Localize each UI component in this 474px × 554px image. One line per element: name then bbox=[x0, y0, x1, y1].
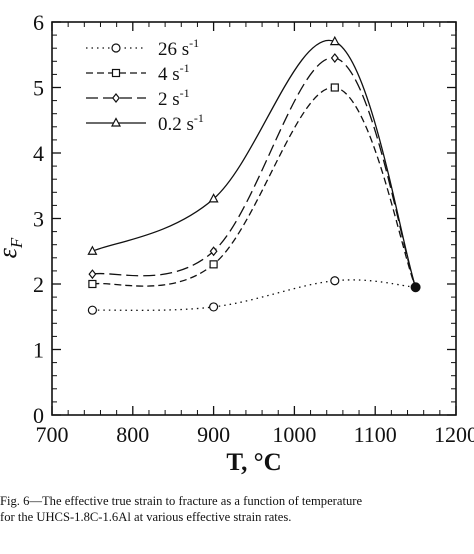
data-point bbox=[208, 193, 219, 203]
data-point bbox=[330, 83, 339, 92]
series-triangle bbox=[87, 35, 417, 288]
y-tick-label: 1 bbox=[33, 338, 44, 363]
data-point bbox=[209, 246, 218, 257]
legend-item: 26 s-1 bbox=[86, 36, 199, 60]
common-data-point bbox=[410, 282, 421, 293]
legend-label-text: 2 s bbox=[158, 89, 180, 110]
legend-label-exponent: -1 bbox=[194, 111, 204, 125]
series-square bbox=[88, 83, 417, 289]
legend-item: 4 s-1 bbox=[86, 61, 190, 85]
legend-marker bbox=[111, 43, 121, 53]
legend-label-exponent: -1 bbox=[189, 36, 199, 50]
data-point bbox=[329, 35, 340, 46]
series-circle bbox=[87, 276, 416, 315]
legend-label: 4 s-1 bbox=[158, 61, 190, 85]
series-line bbox=[92, 39, 417, 288]
legend-label: 2 s-1 bbox=[158, 86, 190, 110]
legend-marker bbox=[111, 68, 121, 78]
data-point bbox=[330, 276, 340, 286]
caption-line-1: Fig. 6—The effective true strain to frac… bbox=[0, 494, 363, 508]
legend-label: 0.2 s-1 bbox=[158, 111, 204, 135]
series-diamond bbox=[88, 53, 417, 288]
y-axis-label: εF bbox=[0, 237, 26, 258]
x-tick-label: 1000 bbox=[272, 422, 316, 447]
legend-item: 2 s-1 bbox=[86, 86, 190, 110]
legend-label-text: 26 s bbox=[158, 39, 189, 60]
data-point bbox=[330, 53, 339, 63]
data-point bbox=[209, 302, 219, 312]
x-tick-label: 700 bbox=[36, 422, 69, 447]
legend-marker bbox=[112, 93, 120, 103]
x-tick-label: 800 bbox=[116, 422, 149, 447]
series-line bbox=[92, 57, 417, 288]
x-tick-label: 900 bbox=[197, 422, 230, 447]
y-tick-label: 6 bbox=[33, 10, 44, 35]
data-point bbox=[88, 269, 97, 280]
legend: 26 s-14 s-12 s-10.2 s-1 bbox=[86, 36, 204, 135]
data-point bbox=[209, 260, 218, 269]
data-point bbox=[87, 305, 98, 315]
y-tick-label: 3 bbox=[33, 207, 44, 232]
y-tick-label: 5 bbox=[33, 76, 44, 101]
series-line bbox=[92, 86, 417, 288]
data-point bbox=[88, 279, 97, 289]
legend-marker bbox=[111, 117, 121, 127]
legend-label-text: 0.2 s bbox=[158, 114, 194, 135]
legend-label-exponent: -1 bbox=[180, 86, 190, 100]
legend-label: 26 s-1 bbox=[158, 36, 199, 60]
x-axis-label: T, °C bbox=[226, 449, 281, 476]
axes: 700 800 900 1000 1100 1200 0 1 2 3 4 5 6 bbox=[33, 10, 474, 447]
y-tick-label: 0 bbox=[33, 403, 44, 428]
figure-caption: Fig. 6—The effective true strain to frac… bbox=[0, 493, 474, 525]
legend-item: 0.2 s-1 bbox=[86, 111, 204, 135]
plot-frame bbox=[51, 21, 457, 416]
data-point bbox=[87, 245, 98, 255]
legend-label-exponent: -1 bbox=[180, 61, 190, 75]
caption-line-2: for the UHCS-1.8C-1.6Al at various effec… bbox=[0, 510, 292, 524]
y-tick-label: 4 bbox=[33, 141, 44, 166]
legend-label-text: 4 s bbox=[158, 64, 180, 85]
series-line bbox=[92, 279, 416, 311]
y-tick-label: 2 bbox=[33, 272, 44, 297]
x-tick-label: 1100 bbox=[354, 422, 397, 447]
x-tick-label: 1200 bbox=[434, 422, 474, 447]
series-layer bbox=[87, 35, 421, 315]
